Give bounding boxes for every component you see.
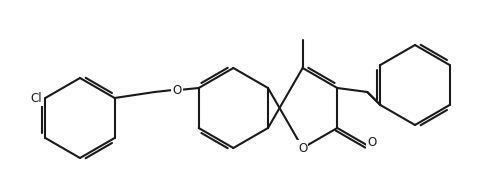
Text: Cl: Cl	[31, 92, 42, 105]
Text: O: O	[367, 136, 376, 149]
Text: O: O	[172, 83, 182, 96]
Text: O: O	[298, 142, 307, 155]
